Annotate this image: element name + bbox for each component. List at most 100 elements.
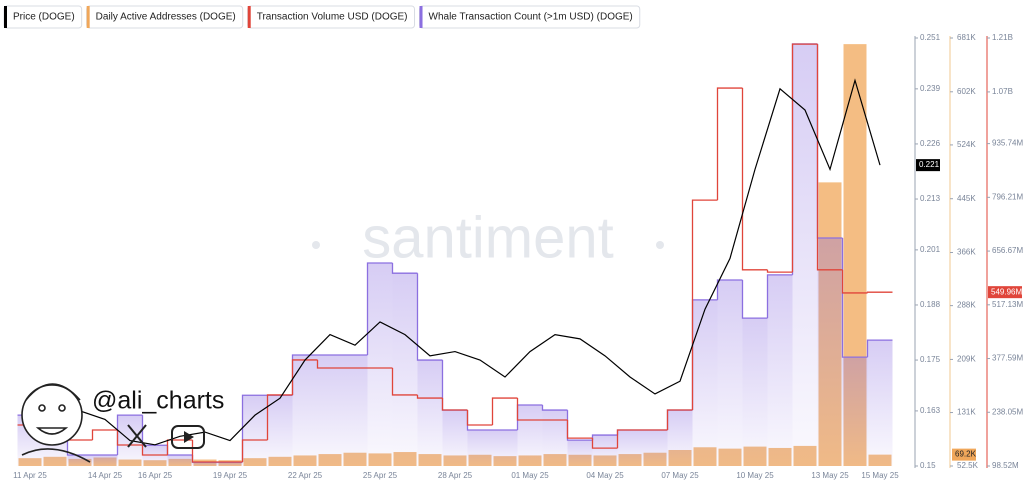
whale-step <box>391 263 418 274</box>
volume-step <box>816 44 843 271</box>
whale-area <box>192 462 218 466</box>
whale-area <box>67 454 93 466</box>
volume-tick-label: 238.05M <box>992 407 1023 416</box>
whale-area <box>867 340 893 466</box>
price-badge <box>916 159 940 172</box>
volume-step <box>591 438 618 449</box>
whale-step <box>141 415 168 446</box>
volume-step <box>841 269 868 294</box>
whale-area <box>92 454 118 466</box>
volume-tick-label: 935.74M <box>992 139 1023 148</box>
daa-badge <box>952 448 976 461</box>
daa-tick-label: 681K <box>957 33 976 42</box>
volume-step <box>441 398 468 411</box>
whale-step <box>541 404 568 411</box>
whale-area <box>642 429 668 466</box>
price-tick-label: 0.163 <box>920 406 941 415</box>
whale-step <box>716 279 743 300</box>
volume-step <box>316 359 343 369</box>
x-tick-label: 25 Apr 25 <box>363 471 398 480</box>
whale-step <box>866 339 893 358</box>
legend-swatch <box>247 6 251 28</box>
volume-step <box>666 409 693 431</box>
whale-area <box>767 274 793 466</box>
volume-step <box>791 43 818 273</box>
legend: Price (DOGE) Daily Active Addresses (DOGE… <box>3 5 641 29</box>
whale-area <box>792 43 818 466</box>
volume-step <box>191 440 218 463</box>
whale-area <box>417 360 443 466</box>
whale-area <box>717 279 743 466</box>
x-tick-label: 14 Apr 25 <box>88 471 123 480</box>
youtube-icon <box>171 425 205 449</box>
volume-step <box>241 439 268 462</box>
daa-tick-label: 366K <box>957 248 976 257</box>
whale-area <box>592 435 618 466</box>
daa-tick-label: 288K <box>957 301 976 310</box>
daa-tick-label: 209K <box>957 355 976 364</box>
volume-step <box>491 397 518 425</box>
whale-step <box>466 410 493 431</box>
daa-tick-label: 52.5K <box>957 461 979 470</box>
volume-tick-label: 656.67M <box>992 246 1023 255</box>
price-tick-label: 0.201 <box>920 245 941 254</box>
whale-step <box>766 274 793 319</box>
author-avatar <box>21 383 91 463</box>
volume-tick-label: 98.52M <box>992 461 1019 470</box>
whale-area <box>742 318 768 466</box>
volume-step <box>741 88 768 271</box>
daa-tick-label: 602K <box>957 87 976 96</box>
volume-step <box>91 429 118 441</box>
whale-area <box>392 273 418 466</box>
daa-tick-label: 445K <box>957 194 976 203</box>
whale-step <box>366 262 393 355</box>
x-tick-label: 10 May 25 <box>736 471 774 480</box>
whale-area <box>217 462 243 466</box>
price-tick-label: 0.251 <box>920 33 941 42</box>
volume-step <box>466 409 493 426</box>
volume-tick-label: 796.21M <box>992 192 1023 201</box>
whale-area <box>242 395 268 466</box>
legend-label: Price (DOGE) <box>13 12 75 23</box>
whale-step <box>741 279 768 319</box>
volume-tick-label: 1.21B <box>992 33 1013 42</box>
volume-step <box>716 87 743 201</box>
whale-area <box>692 299 718 466</box>
watermark-dot <box>656 241 664 249</box>
whale-area <box>842 357 868 466</box>
legend-swatch <box>4 6 7 28</box>
whale-area <box>342 354 368 466</box>
whale-step <box>441 360 468 411</box>
volume-step <box>691 199 718 410</box>
volume-step <box>566 419 593 439</box>
volume-badge <box>988 286 1022 299</box>
volume-step <box>416 394 443 399</box>
volume-tick-label: 517.13M <box>992 300 1023 309</box>
whale-area <box>617 429 643 466</box>
whale-area <box>817 238 843 466</box>
x-tick-label: 07 May 25 <box>661 471 699 480</box>
legend-label: Whale Transaction Count (>1m USD) (DOGE) <box>429 12 633 23</box>
daa-tick-label: 131K <box>957 408 976 417</box>
x-tick-label: 01 May 25 <box>511 471 549 480</box>
volume-step <box>141 445 168 456</box>
volume-step <box>266 394 293 441</box>
legend-label: Daily Active Addresses (DOGE) <box>96 12 236 23</box>
volume-tick-label: 1.07B <box>992 87 1013 96</box>
whale-area <box>542 410 568 466</box>
whale-area <box>667 410 693 466</box>
x-tick-label: 19 Apr 25 <box>213 471 248 480</box>
whale-area <box>567 440 593 466</box>
whale-area <box>317 354 343 466</box>
whale-area <box>467 429 493 466</box>
price-tick-label: 0.175 <box>920 355 941 364</box>
whale-area <box>292 354 318 466</box>
x-tick-label: 04 May 25 <box>586 471 624 480</box>
whale-step <box>166 445 193 456</box>
whale-area <box>492 429 518 466</box>
volume-tick-label: 377.59M <box>992 354 1023 363</box>
watermark-dot <box>312 241 320 249</box>
volume-step <box>616 429 643 449</box>
watermark: santiment <box>362 205 613 270</box>
volume-step <box>516 398 543 421</box>
